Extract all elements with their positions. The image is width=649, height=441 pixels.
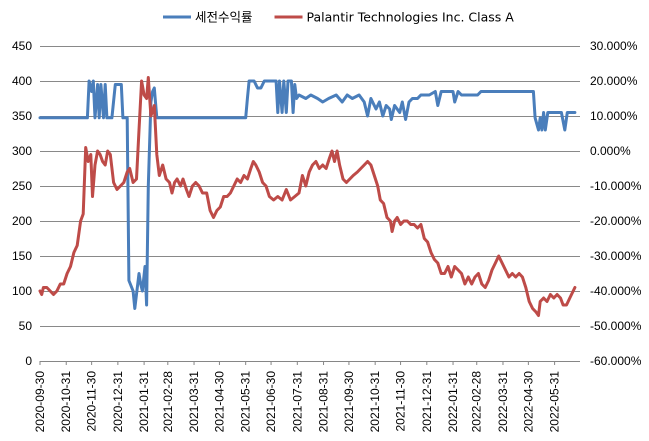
x-tick-label: 2022-05-31 [548, 371, 562, 433]
x-tick-label: 2021-02-28 [161, 371, 175, 433]
x-tick-label: 2020-10-31 [59, 371, 73, 433]
x-tick-label: 2020-12-31 [111, 371, 125, 433]
x-tick-label: 2021-06-30 [264, 371, 278, 433]
y-left-tick-label: 100 [12, 284, 32, 298]
x-tick-label: 2021-03-31 [187, 371, 201, 433]
y-left-tick-label: 400 [12, 74, 32, 88]
y-left-tick-label: 450 [12, 39, 32, 53]
x-tick-label: 2021-04-30 [212, 371, 226, 433]
y-left-tick-label: 250 [12, 179, 32, 193]
legend: 세전수익률 Palantir Technologies Inc. Class A [163, 10, 514, 25]
y-left-tick-label: 200 [12, 214, 32, 228]
x-tick-label: 2021-08-31 [317, 371, 331, 433]
y-right-tick-label: 10.000% [590, 109, 638, 123]
x-tick-label: 2020-09-30 [33, 371, 47, 433]
series-line-2 [38, 76, 577, 317]
series-layer [38, 76, 577, 317]
x-tick-label: 2022-03-31 [496, 371, 510, 433]
left-axis: 0 50 100 150 200 250 300 350 400 450 [12, 39, 32, 368]
y-right-tick-label: -20.000% [590, 214, 642, 228]
y-right-tick-label: -10.000% [590, 179, 642, 193]
x-tick-label: 2021-11-30 [394, 371, 408, 432]
x-tick-label: 2021-05-31 [239, 371, 253, 433]
x-tick-label: 2021-12-31 [420, 371, 434, 433]
y-right-tick-label: 30.000% [590, 39, 638, 53]
x-tick-label: 2021-10-31 [368, 371, 382, 433]
x-tick-label: 2021-07-31 [290, 371, 304, 433]
legend-label-1: 세전수익률 [195, 10, 253, 25]
y-right-tick-label: -50.000% [590, 319, 642, 333]
y-left-tick-label: 50 [19, 319, 33, 333]
y-left-tick-label: 150 [12, 249, 32, 263]
y-right-tick-label: 0.000% [590, 144, 631, 158]
y-right-tick-label: 20.000% [590, 74, 638, 88]
y-left-tick-label: 0 [25, 354, 32, 368]
x-tick-label: 2022-01-31 [446, 371, 460, 433]
legend-label-2: Palantir Technologies Inc. Class A [307, 10, 515, 25]
y-left-tick-label: 300 [12, 144, 32, 158]
x-tick-label: 2020-11-30 [85, 371, 99, 432]
y-left-tick-label: 350 [12, 109, 32, 123]
y-right-tick-label: -30.000% [590, 249, 642, 263]
x-tick-label: 2022-02-28 [470, 371, 484, 433]
y-right-tick-label: -40.000% [590, 284, 642, 298]
x-tick-label: 2021-01-31 [137, 371, 151, 433]
x-axis: 2020-09-30 2020-10-31 2020-11-30 2020-12-31… [33, 361, 562, 432]
x-tick-label: 2021-09-30 [342, 371, 356, 433]
series-line-1 [38, 79, 577, 310]
y-right-tick-label: -60.000% [590, 354, 642, 368]
x-tick-label: 2022-04-30 [521, 371, 535, 433]
right-axis: -60.000% -50.000% -40.000% -30.000% -20.000%… [590, 39, 642, 368]
